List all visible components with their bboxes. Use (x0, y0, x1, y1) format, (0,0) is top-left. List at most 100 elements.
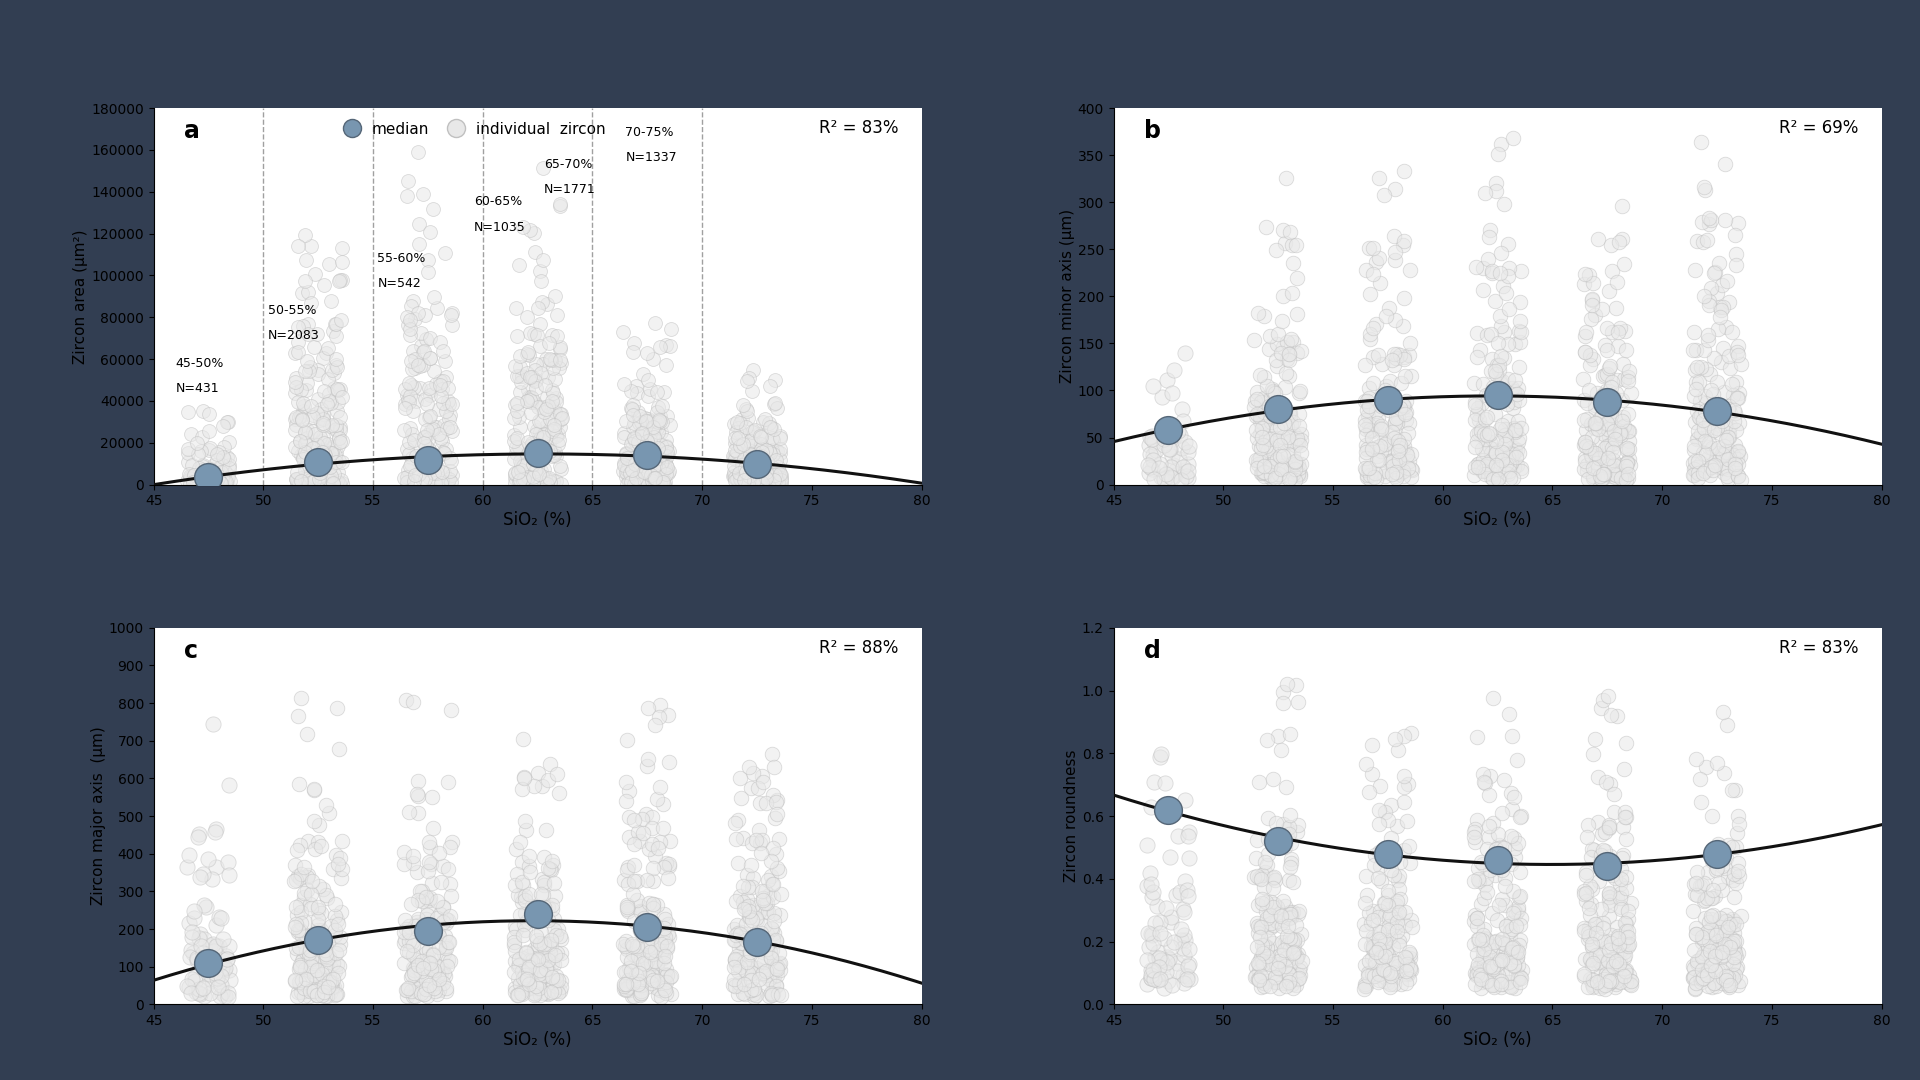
Point (407, 449, 438, 467)
Point (1697, 440, 1728, 457)
Point (196, 472, 227, 489)
Point (1686, 133, 1716, 150)
Point (282, 463, 313, 481)
Point (728, 396, 758, 414)
Point (1722, 456, 1753, 473)
Point (1703, 456, 1734, 473)
Point (1692, 759, 1722, 777)
Point (732, 866, 762, 883)
Point (643, 411, 674, 429)
Point (1709, 935, 1740, 953)
Point (1250, 463, 1281, 481)
Text: R² = 83%: R² = 83% (820, 119, 899, 137)
Point (545, 339, 576, 356)
Point (1471, 972, 1501, 989)
Point (534, 399, 564, 416)
Point (1396, 725, 1427, 742)
Point (1244, 918, 1275, 935)
Point (520, 951, 551, 969)
Point (511, 913, 541, 930)
Point (1690, 462, 1720, 480)
Point (499, 877, 530, 894)
Point (1569, 964, 1599, 982)
Point (516, 434, 547, 451)
Point (538, 360, 568, 377)
Point (397, 946, 428, 963)
Point (1586, 407, 1617, 424)
Point (1275, 858, 1306, 875)
Point (1615, 422, 1645, 440)
Point (177, 984, 207, 1001)
Point (1277, 975, 1308, 993)
Point (301, 449, 332, 467)
Point (1482, 470, 1513, 487)
Point (324, 929, 355, 946)
Point (1476, 904, 1507, 921)
Point (1594, 820, 1624, 837)
Point (645, 445, 676, 462)
Point (1379, 963, 1409, 981)
Point (507, 853, 538, 870)
Point (540, 446, 570, 463)
Point (1281, 676, 1311, 693)
Point (1392, 460, 1423, 477)
Point (628, 909, 659, 927)
Point (1275, 940, 1306, 957)
Point (1265, 345, 1296, 362)
Point (1711, 319, 1741, 336)
Point (1609, 932, 1640, 949)
Point (1501, 835, 1532, 852)
Point (1162, 887, 1192, 904)
Point (321, 420, 351, 437)
Point (403, 805, 434, 822)
Point (1265, 431, 1296, 448)
Point (618, 946, 649, 963)
Point (1377, 458, 1407, 475)
Point (413, 251, 444, 268)
Point (1572, 462, 1603, 480)
Point (1469, 462, 1500, 480)
Point (399, 359, 430, 376)
Point (515, 392, 545, 409)
Point (528, 887, 559, 904)
Point (294, 988, 324, 1005)
Point (653, 407, 684, 424)
Point (1388, 779, 1419, 796)
Point (505, 461, 536, 478)
Point (655, 416, 685, 433)
Point (501, 840, 532, 858)
Point (626, 470, 657, 487)
Point (1718, 916, 1749, 933)
Point (190, 471, 221, 488)
Point (751, 900, 781, 917)
Point (1590, 366, 1620, 383)
Point (313, 968, 344, 985)
Point (1352, 449, 1382, 467)
Point (1569, 886, 1599, 903)
Point (1135, 969, 1165, 986)
Point (618, 913, 649, 930)
Point (430, 441, 461, 458)
Point (732, 401, 762, 418)
Point (1388, 768, 1419, 785)
Point (284, 470, 315, 487)
Point (1357, 929, 1388, 946)
Point (321, 895, 351, 913)
Point (1498, 800, 1528, 818)
Point (1461, 812, 1492, 829)
Point (1137, 935, 1167, 953)
Point (1396, 461, 1427, 478)
Point (1690, 909, 1720, 927)
Point (609, 935, 639, 953)
Point (1261, 913, 1292, 930)
Point (1254, 327, 1284, 345)
Point (1273, 429, 1304, 446)
Point (300, 471, 330, 488)
Point (1722, 338, 1753, 355)
Point (196, 438, 227, 456)
Point (307, 949, 338, 967)
Point (1248, 945, 1279, 962)
Point (724, 958, 755, 975)
Point (513, 433, 543, 450)
Point (1569, 919, 1599, 936)
